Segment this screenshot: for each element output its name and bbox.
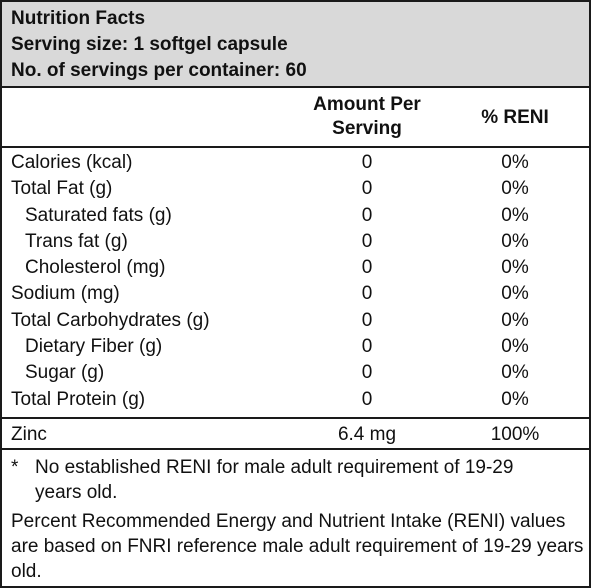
nutrient-label: Dietary Fiber (g) [25,336,163,358]
nutrient-reni: 0% [501,309,529,331]
nutrient-amount: 0 [361,388,373,410]
nutrient-label: Saturated fats (g) [25,204,172,226]
nutrient-rows: Calories (kcal) 0 0% Total Fat (g) 0 0% … [2,150,589,413]
table-row: Trans fat (g) 0 0% [2,229,589,255]
nutrient-reni: 0% [501,362,529,384]
nutrient-reni: 0% [501,178,529,200]
nutrient-label: Total Carbohydrates (g) [11,309,210,331]
nutrient-reni: 0% [501,257,529,279]
nutrient-reni: 0% [501,336,529,358]
reni-footnote: * No established RENI for male adult req… [2,455,589,505]
table-row: Sodium (mg) 0 0% [2,281,589,307]
table-row: Saturated fats (g) 0 0% [2,203,589,229]
nutrient-label: Sodium (mg) [11,283,120,305]
nutrient-label: Cholesterol (mg) [25,257,166,279]
footnote: * No established RENI for male adult req… [2,455,589,584]
servings-per-container: No. of servings per container: 60 [11,60,307,81]
table-row: Total Protein (g) 0 0% [2,387,589,413]
nutrient-reni: 0% [501,388,529,410]
nutrient-label: Sugar (g) [25,362,105,384]
table-row: Dietary Fiber (g) 0 0% [2,334,589,360]
reni-header: % RENI [481,107,549,128]
zinc-row: Zinc 6.4 mg 100% [2,417,589,450]
nutrient-amount: 0 [361,230,373,252]
asterisk: * [11,457,19,478]
table-row: Calories (kcal) 0 0% [2,150,589,176]
nutrient-amount: 0 [361,204,373,226]
nutrient-amount: 0 [361,309,373,331]
column-headers: Amount Per Serving % RENI [2,88,589,148]
table-row: Total Carbohydrates (g) 0 0% [2,308,589,334]
serving-size: Serving size: 1 softgel capsule [11,34,288,55]
amount-header-line2: Serving [332,118,402,139]
zinc-reni: 100% [490,424,540,445]
table-row: Sugar (g) 0 0% [2,360,589,386]
zinc-label: Zinc [11,424,47,445]
nutrient-amount: 0 [361,152,373,173]
nutrient-amount: 0 [361,362,373,384]
nutrient-label: Calories (kcal) [11,152,133,173]
nutrient-amount: 0 [361,178,373,200]
zinc-amount: 6.4 mg [337,424,397,445]
nutrient-reni: 0% [501,283,529,305]
nutrient-amount: 0 [361,336,373,358]
amount-per-serving-header: Amount Per Serving [292,93,442,141]
table-row: Cholesterol (mg) 0 0% [2,255,589,281]
nutrient-reni: 0% [501,152,529,173]
nutrient-label: Total Protein (g) [11,388,146,410]
nutrition-title: Nutrition Facts [11,8,146,29]
nutrition-header: Nutrition Facts Serving size: 1 softgel … [2,2,589,88]
nutrient-label: Trans fat (g) [25,230,128,252]
nutrient-amount: 0 [361,257,373,279]
reni-basis-note: Percent Recommended Energy and Nutrient … [11,511,584,582]
nutrient-reni: 0% [501,230,529,252]
amount-header-line1: Amount Per [313,94,421,115]
nutrient-label: Total Fat (g) [11,178,113,200]
nutrient-reni: 0% [501,204,529,226]
nutrient-amount: 0 [361,283,373,305]
table-row: Total Fat (g) 0 0% [2,176,589,202]
no-reni-note: No established RENI for male adult requi… [35,457,514,503]
